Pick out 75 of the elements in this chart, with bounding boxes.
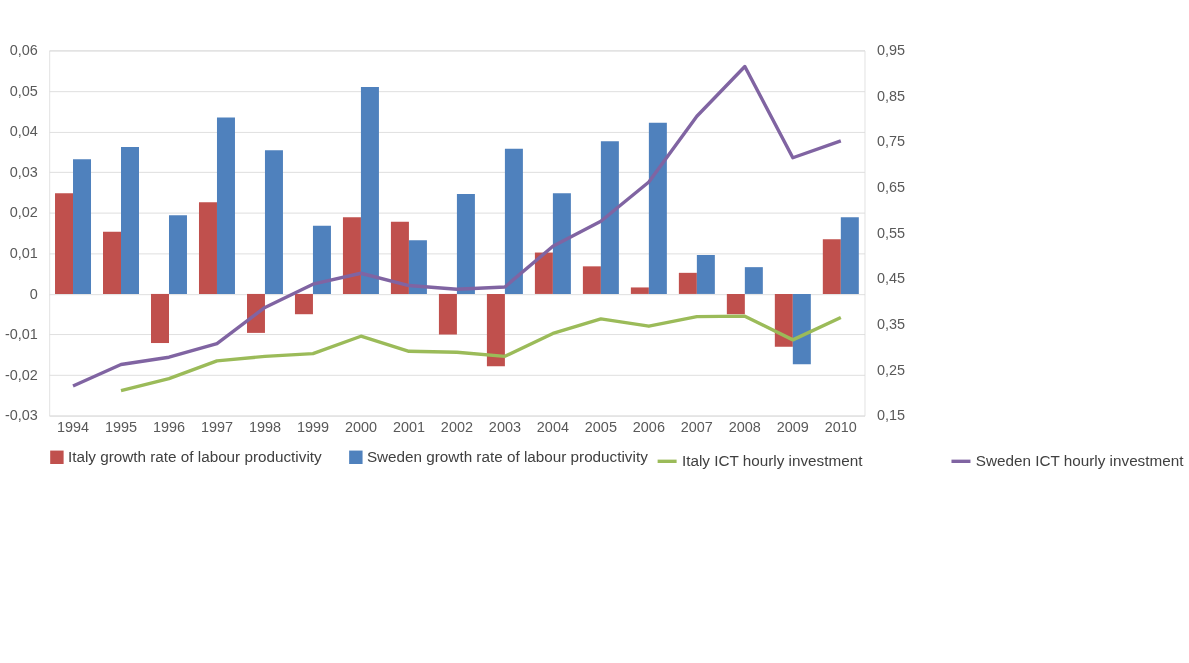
bar [121, 147, 139, 294]
y2-tick-label: 0,75 [876, 133, 905, 150]
x-tick-label: 1994 [56, 419, 90, 436]
bar [312, 225, 331, 294]
bar [678, 272, 697, 294]
bar [198, 202, 217, 294]
bar [648, 122, 667, 294]
bar [55, 193, 74, 294]
x-tick-label: 2001 [392, 419, 425, 436]
y-tick-label: 0 [29, 285, 38, 302]
bar [103, 231, 121, 294]
bar [342, 217, 361, 294]
bar [582, 266, 601, 294]
bar [408, 240, 427, 294]
line-series [71, 64, 843, 388]
bar [438, 293, 457, 335]
bar [774, 293, 793, 347]
bar [822, 239, 841, 294]
x-tick-label: 2003 [488, 419, 521, 436]
x-tick-label: 2004 [536, 419, 569, 436]
bar [294, 293, 313, 315]
bar [73, 159, 92, 294]
bar [216, 117, 235, 294]
x-tick-label: 1998 [248, 419, 282, 436]
y2-tick-label: 0,35 [876, 316, 905, 333]
y-tick-label: -0,01 [4, 326, 38, 343]
bar [390, 221, 409, 294]
bar [534, 252, 553, 294]
y-tick-label: 0,05 [9, 82, 38, 99]
bar [840, 217, 859, 294]
x-tick-label: 2007 [680, 419, 713, 436]
bar [360, 86, 379, 294]
bar [168, 215, 187, 294]
y2-tick-label: 0,55 [876, 224, 905, 241]
y2-tick-label: 0,95 [876, 42, 905, 59]
bar [486, 293, 505, 367]
bar [792, 293, 811, 365]
x-tick-label: 1997 [200, 419, 234, 436]
x-tick-label: 2002 [440, 419, 473, 436]
y2-tick-label: 0,25 [876, 361, 905, 378]
bar [504, 148, 523, 294]
x-tick-label: 2000 [344, 419, 377, 436]
bar [456, 194, 475, 294]
y2-tick-label: 0,15 [876, 407, 905, 424]
y-tick-label: -0,02 [4, 366, 38, 383]
x-tick-label: 1996 [152, 419, 186, 436]
line-series [119, 314, 843, 393]
bar [726, 293, 745, 315]
bar [696, 254, 715, 294]
bar [552, 193, 571, 294]
bar [630, 287, 649, 294]
y-tick-label: 0,01 [9, 245, 38, 262]
x-tick-label: 2010 [824, 419, 857, 436]
bar [744, 267, 763, 294]
y2-tick-label: 0,65 [876, 179, 905, 196]
x-tick-label: 1995 [104, 419, 138, 436]
bar [600, 141, 619, 294]
y2-tick-label: 0,45 [876, 270, 905, 287]
x-tick-label: 2005 [584, 419, 617, 436]
y-tick-label: 0,04 [9, 123, 38, 140]
x-tick-label: 1999 [296, 419, 329, 436]
y-tick-label: -0,03 [4, 407, 38, 424]
legend-label: Sweden growth rate of labour productivity [366, 447, 649, 465]
y2-tick-label: 0,85 [876, 87, 905, 104]
legend-label: Sweden ICT hourly investment [975, 451, 1185, 469]
bar [150, 293, 169, 344]
legend-label: Italy ICT hourly investment [681, 451, 864, 469]
legend-label: Italy growth rate of labour productivity [67, 447, 323, 465]
x-tick-label: 2008 [728, 419, 761, 436]
y-tick-label: 0,06 [9, 42, 38, 59]
x-tick-label: 2009 [776, 419, 809, 436]
y-tick-label: 0,02 [9, 204, 38, 221]
y-tick-label: 0,03 [9, 163, 38, 180]
x-tick-label: 2006 [632, 419, 665, 436]
bar [264, 150, 283, 294]
